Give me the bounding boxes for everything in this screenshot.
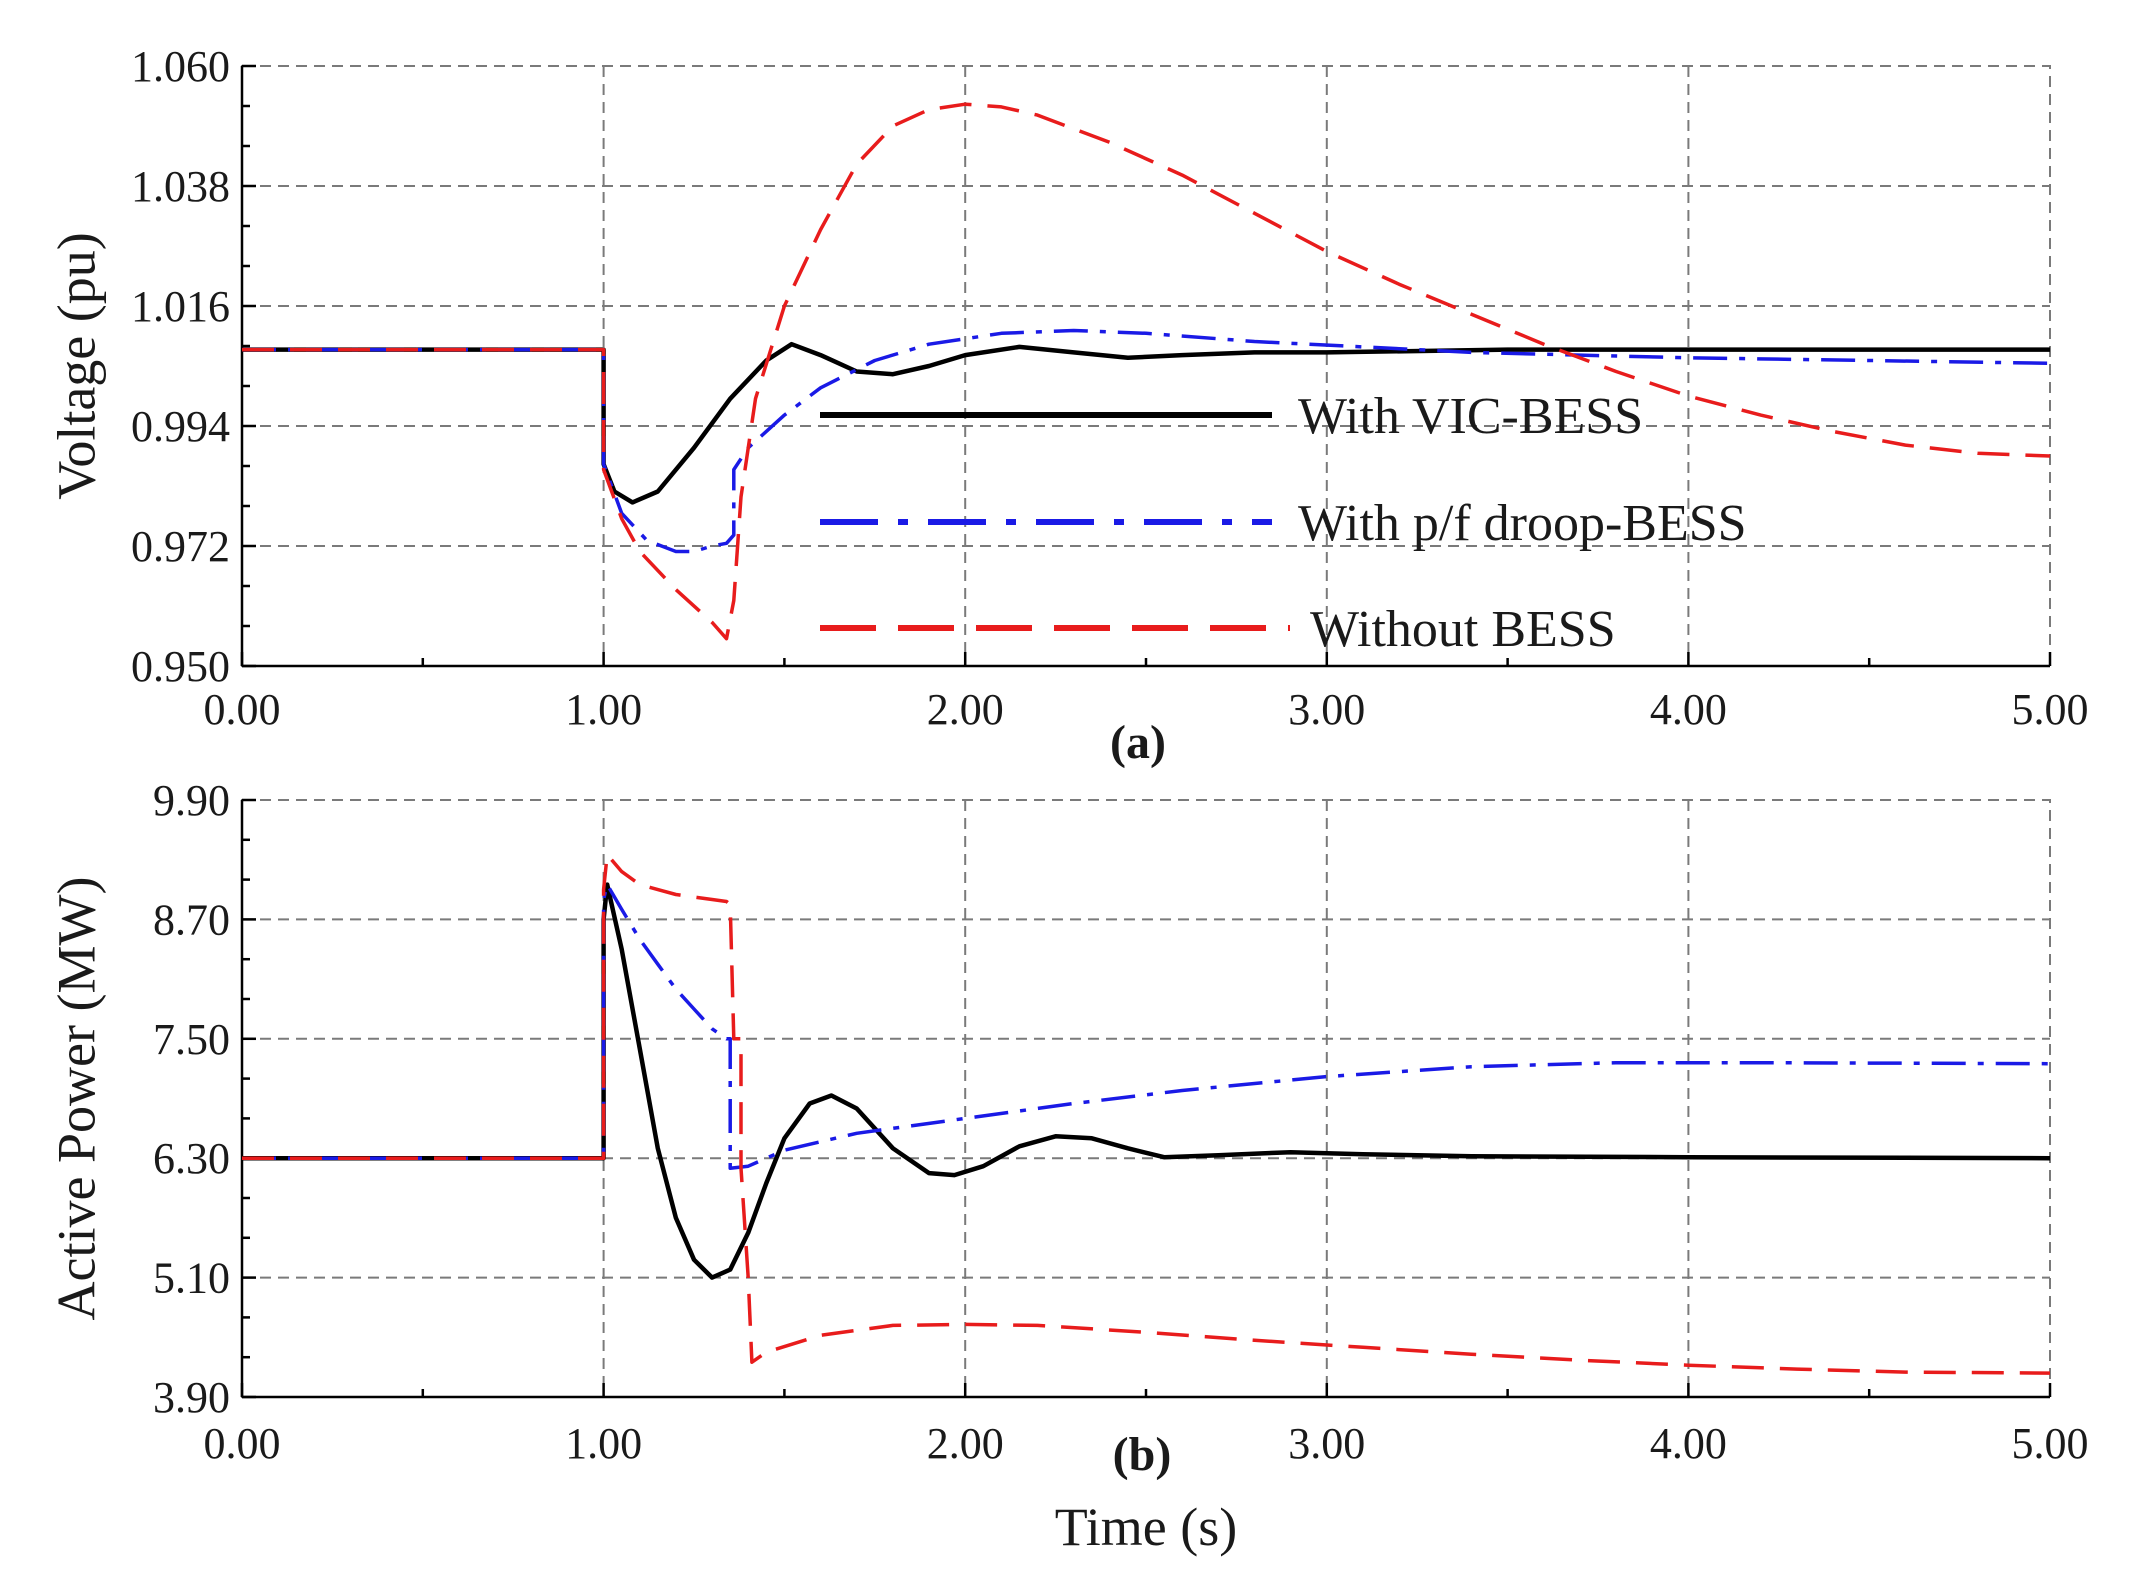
power-y-tick-label: 9.90 [153, 776, 230, 825]
voltage-y-tick-label: 1.016 [131, 282, 230, 331]
power-series-line-1 [242, 882, 2050, 1280]
legend-label-3: Without BESS [1310, 601, 1616, 658]
voltage-x-tick-label: 0.00 [204, 685, 281, 734]
voltage-series-line-1 [242, 341, 2050, 505]
power-x-axis-title: Time (s) [1055, 1497, 1238, 1557]
voltage-series-group [242, 102, 2050, 641]
voltage-y-tick-label: 0.950 [131, 642, 230, 691]
voltage-y-tick-label: 1.038 [131, 162, 230, 211]
power-series-line-2 [242, 882, 2050, 1170]
power-x-tick-label: 1.00 [565, 1419, 642, 1468]
voltage-y-tick-label: 0.994 [131, 402, 230, 451]
voltage-y-tick-label: 1.060 [131, 42, 230, 91]
power-x-tick-label: 0.00 [204, 1419, 281, 1468]
power-y-axis-title: Active Power (MW) [46, 877, 106, 1321]
voltage-y-tick-label: 0.972 [131, 522, 230, 571]
power-series-group [242, 852, 2050, 1375]
voltage-chart-panel: 0.00 1.00 2.00 3.00 4.00 5.00 0.950 0.972 0.994 1… [46, 42, 2088, 769]
power-x-tick-label: 3.00 [1288, 1419, 1365, 1468]
power-x-tick-label: 4.00 [1650, 1419, 1727, 1468]
voltage-plot-frame [241, 65, 2051, 667]
power-y-tick-label: 5.10 [153, 1254, 230, 1303]
power-x-tick-label: 5.00 [2012, 1419, 2089, 1468]
active-power-chart-panel: 0.00 1.00 2.00 3.00 4.00 5.00 3.90 5.10 6.30 7.50… [46, 776, 2088, 1557]
legend-label-2: With p/f droop-BESS [1298, 495, 1747, 552]
voltage-y-axis-title: Voltage (pu) [46, 232, 106, 499]
legend-label-1: With VIC-BESS [1298, 388, 1643, 445]
power-plot-frame [241, 799, 2051, 1398]
power-series-line-3 [242, 852, 2050, 1375]
power-y-tick-label: 6.30 [153, 1134, 230, 1183]
voltage-panel-label: (a) [1110, 716, 1166, 769]
power-y-tick-label: 3.90 [153, 1373, 230, 1422]
voltage-x-tick-label: 3.00 [1288, 685, 1365, 734]
voltage-x-tick-label: 4.00 [1650, 685, 1727, 734]
legend: With VIC-BESS With p/f droop-BESS Without … [820, 388, 1747, 658]
power-x-tick-label: 2.00 [927, 1419, 1004, 1468]
voltage-x-tick-label: 1.00 [565, 685, 642, 734]
power-y-tick-label: 7.50 [153, 1015, 230, 1064]
voltage-x-tick-label: 2.00 [927, 685, 1004, 734]
power-y-tick-label: 8.70 [153, 895, 230, 944]
voltage-series-line-2 [242, 328, 2050, 554]
power-panel-label: (b) [1113, 1428, 1172, 1481]
voltage-x-tick-label: 5.00 [2012, 685, 2089, 734]
voltage-series-line-3 [242, 102, 2050, 641]
